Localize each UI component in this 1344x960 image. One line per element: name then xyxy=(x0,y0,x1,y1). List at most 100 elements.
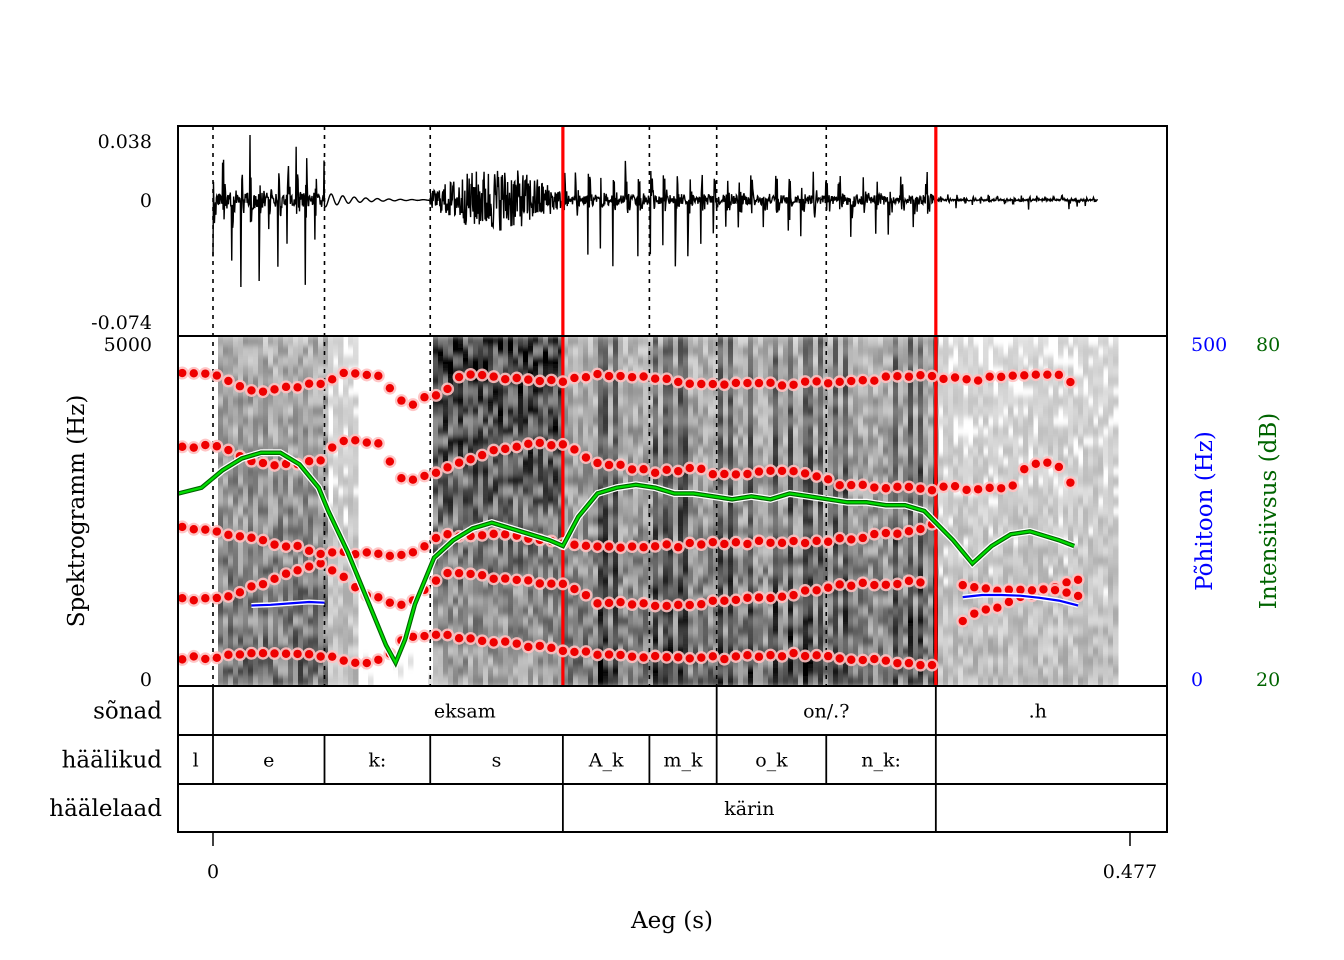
spectrogram-cell xyxy=(828,416,834,427)
spectrogram-cell xyxy=(303,366,309,377)
spectrogram-cell xyxy=(743,346,749,357)
spectrogram-cell xyxy=(553,546,559,557)
spectrogram-cell xyxy=(808,506,814,517)
spectrogram-cell xyxy=(318,396,324,407)
spectrogram-cell xyxy=(243,506,249,517)
spectrogram-cell xyxy=(688,386,694,397)
spectrogram-cell xyxy=(298,586,304,597)
spectrogram-cell xyxy=(298,376,304,387)
spectrogram-cell xyxy=(853,606,859,617)
spectrogram-cell xyxy=(623,556,629,567)
spectrogram-cell xyxy=(773,416,779,427)
spectrogram-cell xyxy=(648,436,654,447)
spectrogram-cell xyxy=(833,596,839,607)
spectrogram-cell xyxy=(343,526,349,537)
spectrogram-cell xyxy=(228,616,234,627)
spectrogram-cell xyxy=(528,556,534,567)
spectrogram-cell xyxy=(828,636,834,647)
spectrogram-cell xyxy=(438,446,444,457)
spectrogram-cell xyxy=(923,456,929,467)
spectrogram-cell xyxy=(833,406,839,417)
spectrogram-cell xyxy=(673,516,679,527)
spectrogram-cell xyxy=(503,666,509,677)
spectrogram-cell xyxy=(348,566,354,577)
spectrogram-cell xyxy=(353,666,359,677)
spectrogram-cell xyxy=(958,496,964,507)
spectrogram-cell xyxy=(993,556,999,567)
spectrogram-cell xyxy=(813,606,819,617)
spectrogram-cell xyxy=(828,676,834,686)
spectrogram-cell xyxy=(643,346,649,357)
spectrogram-cell xyxy=(853,456,859,467)
spectrogram-cell xyxy=(598,576,604,587)
spectrogram-cell xyxy=(298,466,304,477)
spectrogram-cell xyxy=(818,396,824,407)
spectrogram-cell xyxy=(243,676,249,686)
spectrogram-cell xyxy=(863,356,869,367)
spectrogram-cell xyxy=(308,616,314,627)
spectrogram-cell xyxy=(858,516,864,527)
spectrogram-cell xyxy=(218,486,224,497)
spectrogram-cell xyxy=(643,606,649,617)
spectrogram-cell xyxy=(728,586,734,597)
spectrogram-cell xyxy=(303,346,309,357)
spectrogram-cell xyxy=(908,636,914,647)
spectrogram-cell xyxy=(828,626,834,637)
spectrogram-cell xyxy=(673,336,679,347)
spectrogram-cell xyxy=(918,446,924,457)
spectrogram-cell xyxy=(433,486,439,497)
spectrogram-cell xyxy=(768,516,774,527)
spectrogram-cell xyxy=(353,616,359,627)
spectrogram-cell xyxy=(223,506,229,517)
spectrogram-cell xyxy=(788,456,794,467)
spectrogram-cell xyxy=(568,426,574,437)
spectrogram-cell xyxy=(278,576,284,587)
spectrogram-cell xyxy=(308,516,314,527)
spectrogram-cell xyxy=(288,346,294,357)
spectrogram-cell xyxy=(513,466,519,477)
spectrogram-cell xyxy=(708,336,714,347)
spectrogram-cell xyxy=(528,396,534,407)
spectrogram-cell xyxy=(963,476,969,487)
spectrogram-cell xyxy=(978,466,984,477)
spectrogram-cell xyxy=(923,446,929,457)
spectrogram-cell xyxy=(748,626,754,637)
spectrogram-cell xyxy=(958,446,964,457)
spectrogram-cell xyxy=(678,676,684,686)
spectrogram-cell xyxy=(883,536,889,547)
spectrogram-cell xyxy=(573,336,579,347)
spectrogram-cell xyxy=(508,416,514,427)
spectrogram-cell xyxy=(918,556,924,567)
spectrogram-cell xyxy=(223,546,229,557)
spectrogram-cell xyxy=(248,446,254,457)
spectrogram-cell xyxy=(913,416,919,427)
spectrogram-cell xyxy=(958,526,964,537)
spectrogram-cell xyxy=(883,626,889,637)
spectrogram-cell xyxy=(283,476,289,487)
spectrogram-cell xyxy=(903,446,909,457)
spectrogram-cell xyxy=(613,426,619,437)
spectrogram-cell xyxy=(703,366,709,377)
spectrogram-cell xyxy=(998,626,1004,637)
spectrogram-cell xyxy=(258,556,264,567)
spectrogram-cell xyxy=(798,516,804,527)
spectrogram-cell xyxy=(823,336,829,347)
spectrogram-cell xyxy=(543,446,549,457)
spectrogram-cell xyxy=(228,436,234,447)
spectrogram-cell xyxy=(918,546,924,557)
spectrogram-cell xyxy=(708,396,714,407)
spectrogram-cell xyxy=(903,676,909,686)
spectrogram-cell xyxy=(953,586,959,597)
spectrogram-cell xyxy=(703,586,709,597)
spectrogram-cell xyxy=(808,346,814,357)
spectrogram-cell xyxy=(313,356,319,367)
spectrogram-cell xyxy=(873,556,879,567)
spectrogram-cell xyxy=(938,416,944,427)
spectrogram-cell xyxy=(638,486,644,497)
spectrogram-cell xyxy=(263,596,269,607)
spectrogram-cell xyxy=(658,586,664,597)
spectrogram-cell xyxy=(813,436,819,447)
spectrogram-cell xyxy=(773,346,779,357)
spectrogram-cell xyxy=(278,596,284,607)
spectrogram-cell xyxy=(638,386,644,397)
